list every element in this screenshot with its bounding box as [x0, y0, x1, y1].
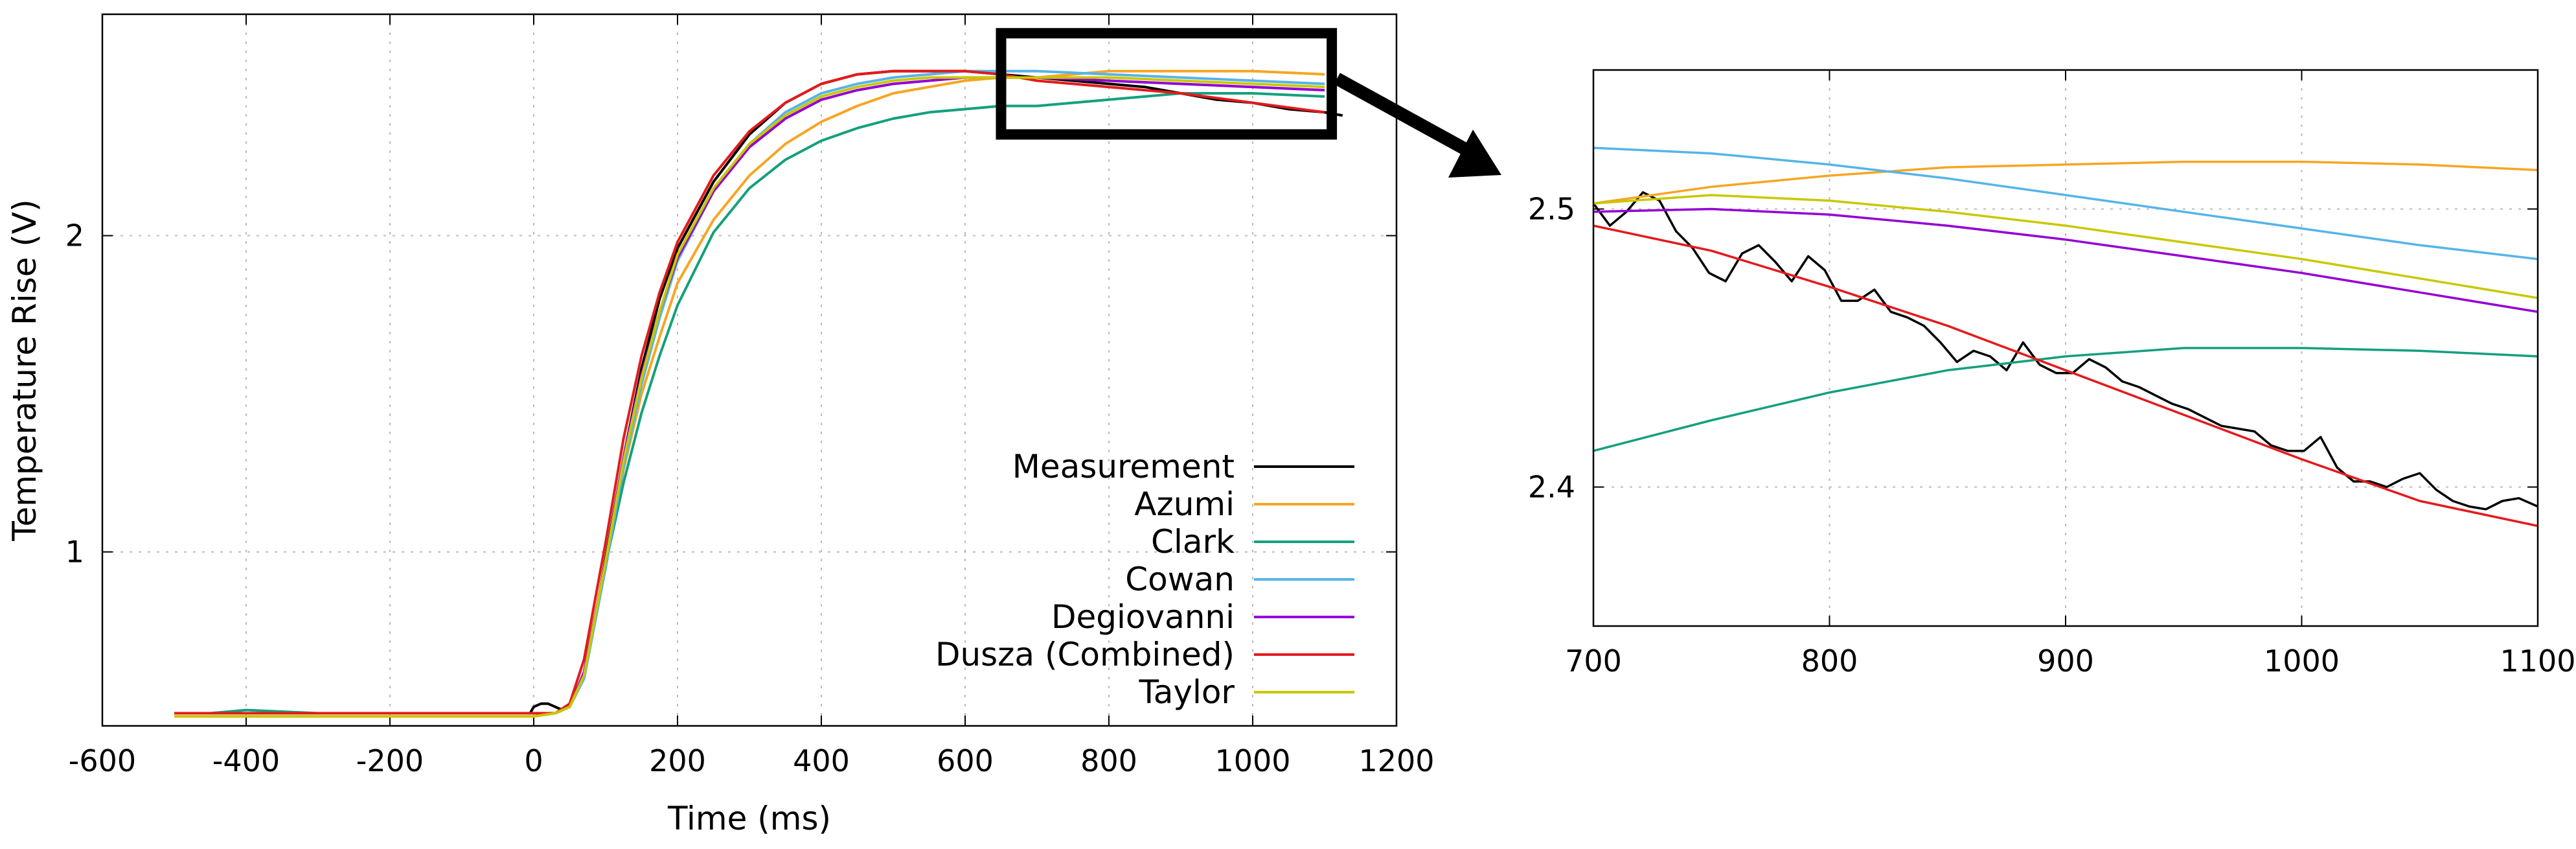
- legend-label: Measurement: [1012, 448, 1235, 485]
- y-tick-label: 2.5: [1528, 192, 1575, 227]
- legend-label: Azumi: [1134, 485, 1235, 523]
- x-tick-label: 200: [649, 743, 706, 778]
- x-tick-label: -600: [69, 743, 136, 778]
- x-axis-title: Time (ms): [667, 800, 831, 837]
- series-line-taylor: [174, 76, 1325, 718]
- x-tick-label: 800: [1080, 743, 1137, 778]
- plot-frame: [101, 13, 1398, 727]
- x-tick-label: 800: [1801, 644, 1858, 679]
- y-tick-label: 1: [65, 535, 84, 570]
- series-group: [1593, 146, 2538, 528]
- series-group: [174, 69, 1343, 718]
- plot-frame: [1592, 69, 2539, 627]
- legend-label: Cowan: [1125, 561, 1235, 598]
- zoom-chart: 700 800 900 1000 1100 2.4 2.5: [1528, 69, 2576, 679]
- x-tick-label: 0: [524, 743, 543, 778]
- legend-label: Degiovanni: [1051, 598, 1235, 636]
- zoom-arrow-head: [1448, 130, 1501, 178]
- zoom-arrow-shaft: [1334, 73, 1468, 155]
- x-tick-label: 400: [793, 743, 850, 778]
- legend-label: Taylor: [1138, 673, 1235, 711]
- x-tick-label: 1000: [2264, 644, 2340, 679]
- x-tick-label: 700: [1565, 644, 1622, 679]
- legend: MeasurementAzumiClarkCowanDegiovanniDusz…: [935, 448, 1354, 711]
- series-line-degiovanni: [1593, 207, 2538, 313]
- zoom-region-box: [996, 28, 1338, 140]
- zoom-connector: [996, 28, 1501, 178]
- x-tick-label: 900: [2037, 644, 2094, 679]
- series-line-clark: [1593, 347, 2538, 452]
- x-tick-label: 600: [937, 743, 994, 778]
- y-axis-title: Temperature Rise (V): [6, 199, 43, 541]
- x-tick-label: -200: [356, 743, 424, 778]
- grid: [1593, 70, 2538, 626]
- series-line-azumi: [1593, 160, 2538, 205]
- series-line-measurement: [1593, 191, 2538, 511]
- series-line-cowan: [1593, 146, 2538, 261]
- x-tick-label: 1000: [1214, 743, 1290, 778]
- y-tick-label: 2.4: [1528, 470, 1575, 505]
- x-tick-label: -400: [212, 743, 280, 778]
- legend-label: Dusza (Combined): [935, 636, 1235, 673]
- y-tick-label: 2: [65, 218, 84, 253]
- main-chart: -600 -400 -200 0 200 400 600 800 1000 1200 1 2 Time …: [6, 13, 1435, 837]
- x-tick-label: 1200: [1358, 743, 1434, 778]
- series-line-dusza-combined: [1593, 224, 2538, 528]
- x-tick-label: 1100: [2500, 644, 2575, 679]
- legend-label: Clark: [1151, 523, 1235, 561]
- series-line-taylor: [1593, 194, 2538, 299]
